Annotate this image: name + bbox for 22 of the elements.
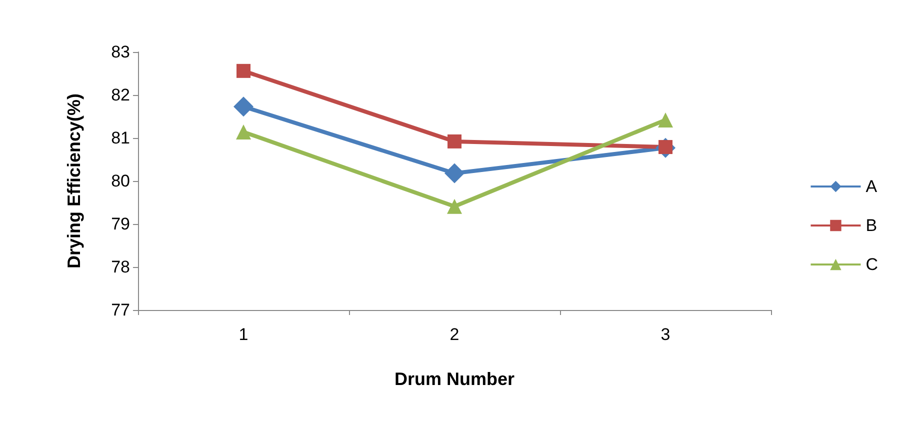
legend-label: A bbox=[866, 177, 878, 196]
point bbox=[234, 96, 254, 117]
y-tick-label: 81 bbox=[111, 128, 130, 148]
y-tick-label: 83 bbox=[111, 42, 130, 62]
point bbox=[444, 163, 464, 184]
x-tick-label: 2 bbox=[450, 325, 460, 344]
y-tick-label: 82 bbox=[111, 86, 130, 104]
point bbox=[448, 134, 462, 148]
x-axis-title: Drum Number bbox=[394, 369, 515, 389]
point bbox=[447, 198, 462, 214]
y-tick-label: 80 bbox=[111, 172, 130, 190]
y-tick-label: 77 bbox=[111, 300, 130, 320]
y-axis-title: Drying Efficiency(%) bbox=[64, 93, 84, 269]
legend-label: C bbox=[866, 255, 878, 274]
x-tick-label: 3 bbox=[660, 325, 670, 344]
y-tick-label: 78 bbox=[111, 258, 130, 276]
point bbox=[236, 124, 251, 140]
x-tick-label: 1 bbox=[238, 325, 248, 344]
point bbox=[658, 112, 673, 128]
point bbox=[236, 64, 250, 78]
y-tick-label: 79 bbox=[111, 214, 130, 234]
legend-label: B bbox=[866, 216, 878, 235]
